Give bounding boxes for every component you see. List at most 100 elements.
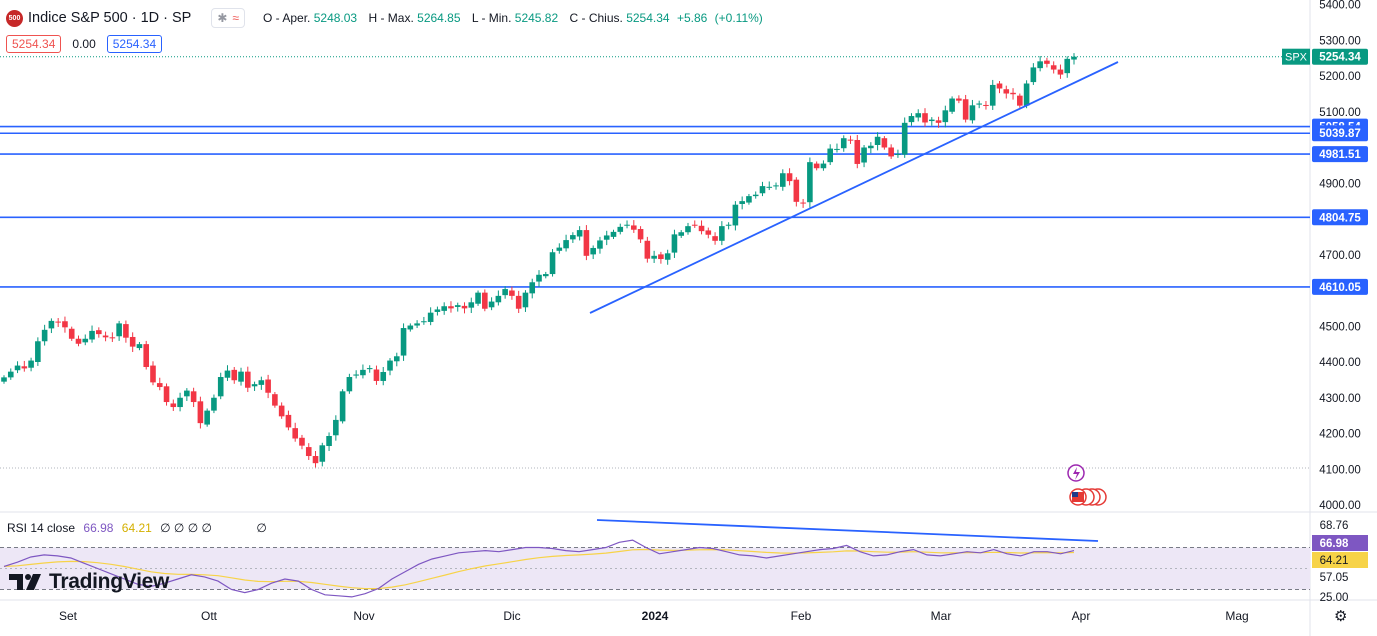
rsi-value-tag-label: 66.98 [1320,538,1349,550]
candle-body [400,328,407,356]
candle-body [854,139,861,164]
candle [35,337,41,366]
candle-body [434,309,441,312]
candle-body [1030,67,1037,83]
candle-body [177,397,183,408]
candle-body [143,344,150,368]
current-price-tag: SPX 5254.34 [1282,48,1368,65]
candle-body [238,371,244,382]
candle-body [251,384,258,387]
candle-body [41,329,48,342]
candle [21,360,28,372]
candle [28,357,34,372]
rsi-header[interactable]: RSI 14 close 66.98 64.21 ∅ ∅ ∅ ∅ ∅ [7,521,272,535]
y-tick-label: 5300.00 [1319,35,1361,47]
candle-body [35,341,41,362]
candle [1003,85,1010,99]
candle [448,301,454,313]
buy-button[interactable]: 5254.34 [106,35,163,53]
rsi-value: 66.98 [83,521,114,535]
level-tag-bg [1312,278,1368,295]
candle [658,251,664,264]
symbol-title[interactable]: Indice S&P 500 · 1D · SP [28,10,192,26]
candle [861,144,867,168]
open-value: 5248.03 [313,11,358,25]
high-value: 5264.85 [417,11,461,25]
sell-button[interactable]: 5254.34 [6,35,62,53]
candle-body [68,328,75,339]
candle-body [631,225,637,230]
candle [373,365,380,385]
open-label: O - Aper. [263,11,311,25]
candle-body [1037,61,1043,69]
candle-body [719,226,725,241]
candle-body [14,365,21,371]
candle-body [89,330,95,340]
candle [312,451,319,468]
candle [204,408,210,427]
candle [549,249,556,277]
x-tick-label: 2024 [642,609,669,623]
candle [1071,53,1077,65]
lightning-glyph-icon [1073,467,1080,480]
candle-body [637,229,644,240]
candle-body [698,225,705,232]
candle-body [211,397,217,411]
candle [339,389,346,424]
rsi-ma-tag-bg [1312,552,1368,568]
candle [509,286,515,300]
candle [807,157,813,208]
candle-body [482,292,488,309]
candle [610,229,617,240]
candle-body [949,98,955,112]
candle [1057,64,1064,79]
candle [468,297,475,314]
candle [1017,93,1023,108]
rsi-ma-tag-label: 64.21 [1320,555,1349,567]
candle-body [170,403,177,408]
candle-body [1050,65,1057,70]
candle [387,358,393,376]
candle-body [671,234,678,253]
close-label: C - Chius. [569,11,623,25]
candle-body [407,325,414,330]
candle [407,323,414,332]
candle-body [1,377,7,382]
candle [393,352,400,367]
candle-body [502,289,508,296]
candle-body [333,419,339,436]
candle [895,149,901,158]
candle-body [807,162,813,203]
x-tick-label: Nov [353,609,374,623]
indicator-toggle[interactable]: ✱ ≈ [211,8,246,28]
candle [170,399,177,411]
candle-body [549,252,556,275]
candle-body [793,179,800,202]
candle-body [624,224,630,226]
candle-body [387,360,393,371]
candle [495,290,502,306]
candle-body [888,147,894,157]
candle [969,99,976,124]
wave-icon: ≈ [232,11,240,25]
candle [292,422,299,442]
candle-body [55,321,61,323]
candle-body [739,201,745,204]
candle [793,177,800,207]
candle-body [366,368,373,370]
settings-icon[interactable]: ⚙ [1334,608,1348,625]
candle-body [895,153,901,156]
candle-body [150,365,156,383]
level-price-tag: 5039.87 [1312,125,1368,142]
candle-body [800,202,806,204]
candle [427,307,434,326]
rsi-ma-value: 64.21 [121,521,152,535]
rsi-extra-values: ∅ ∅ ∅ ∅ [160,521,212,535]
candle [935,116,942,128]
candle [983,101,989,110]
candle [96,327,102,338]
candle-body [414,323,420,326]
y-tick-label: 4500.00 [1319,321,1361,333]
candle [224,365,231,381]
